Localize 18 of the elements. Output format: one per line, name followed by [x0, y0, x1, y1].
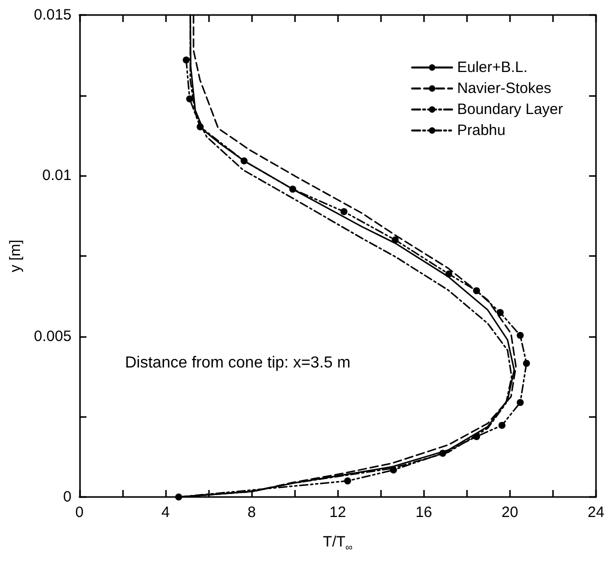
legend-label: Prabhu — [457, 122, 506, 139]
x-tick-label: 4 — [161, 504, 170, 521]
x-tick-label: 8 — [247, 504, 256, 521]
x-tick-label: 12 — [329, 504, 346, 521]
y-axis-title: y [m] — [7, 240, 24, 272]
legend-label: Navier-Stokes — [457, 80, 552, 97]
x-tick-label: 20 — [502, 504, 518, 521]
legend-label: Euler+B.L. — [457, 59, 528, 76]
x-axis-title: T/T∞ — [322, 534, 353, 554]
y-tick-label: 0 — [63, 488, 72, 506]
y-tick-label: 0.005 — [34, 328, 72, 345]
x-tick-label: 16 — [415, 504, 432, 521]
y-tick-label: 0.015 — [34, 6, 72, 24]
x-tick-label: 0 — [75, 504, 84, 521]
x-tick-label: 24 — [588, 504, 604, 521]
annotation: Distance from cone tip: x=3.5 m — [125, 354, 350, 372]
y-tick-label: 0.01 — [42, 167, 72, 184]
legend-label: Boundary Layer — [457, 101, 564, 118]
